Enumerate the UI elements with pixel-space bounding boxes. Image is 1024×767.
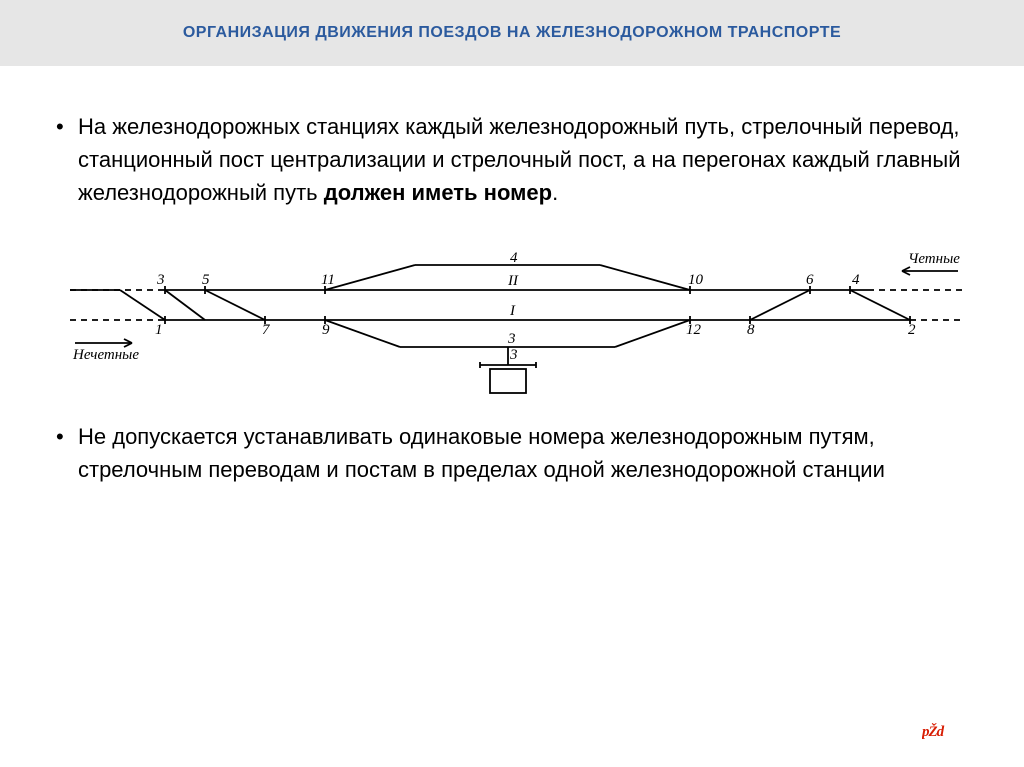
header-bar: ОРГАНИЗАЦИЯ ДВИЖЕНИЯ ПОЕЗДОВ НА ЖЕЛЕЗНОД… (0, 0, 1024, 66)
svg-text:3: 3 (507, 331, 516, 347)
svg-text:11: 11 (321, 272, 335, 288)
page-title: ОРГАНИЗАЦИЯ ДВИЖЕНИЯ ПОЕЗДОВ НА ЖЕЛЕЗНОД… (183, 24, 841, 42)
rzd-logo-svg: pŽd (922, 706, 1002, 746)
track-diagram-svg: 351110641791282III343ЧетныеНечетные (50, 235, 980, 397)
svg-text:II: II (507, 273, 519, 289)
rzd-logo: pŽd (922, 706, 1002, 751)
svg-text:7: 7 (262, 322, 271, 338)
svg-text:Четные: Четные (908, 251, 960, 267)
bullet-2: Не допускается устанавливать одинаковые … (50, 420, 974, 486)
rzd-logo-text: pŽd (922, 723, 945, 740)
svg-text:6: 6 (806, 272, 814, 288)
svg-text:8: 8 (747, 322, 755, 338)
bullet-1-tail: . (552, 180, 558, 205)
svg-text:12: 12 (686, 322, 702, 338)
bullet-1-bold: должен иметь номер (324, 180, 552, 205)
svg-text:3: 3 (509, 347, 518, 363)
track-diagram: 351110641791282III343ЧетныеНечетные (50, 235, 974, 402)
svg-text:3: 3 (156, 272, 165, 288)
bullet-2-text: Не допускается устанавливать одинаковые … (78, 424, 885, 482)
bullet-1: На железнодорожных станциях каждый желез… (50, 110, 974, 209)
content-area: На железнодорожных станциях каждый желез… (0, 66, 1024, 486)
svg-text:9: 9 (322, 322, 330, 338)
svg-text:2: 2 (908, 322, 916, 338)
svg-text:10: 10 (688, 272, 704, 288)
svg-text:1: 1 (155, 322, 163, 338)
svg-text:I: I (509, 303, 516, 319)
svg-text:5: 5 (202, 272, 210, 288)
svg-text:Нечетные: Нечетные (72, 347, 139, 363)
svg-text:4: 4 (852, 272, 860, 288)
svg-text:4: 4 (510, 250, 518, 266)
